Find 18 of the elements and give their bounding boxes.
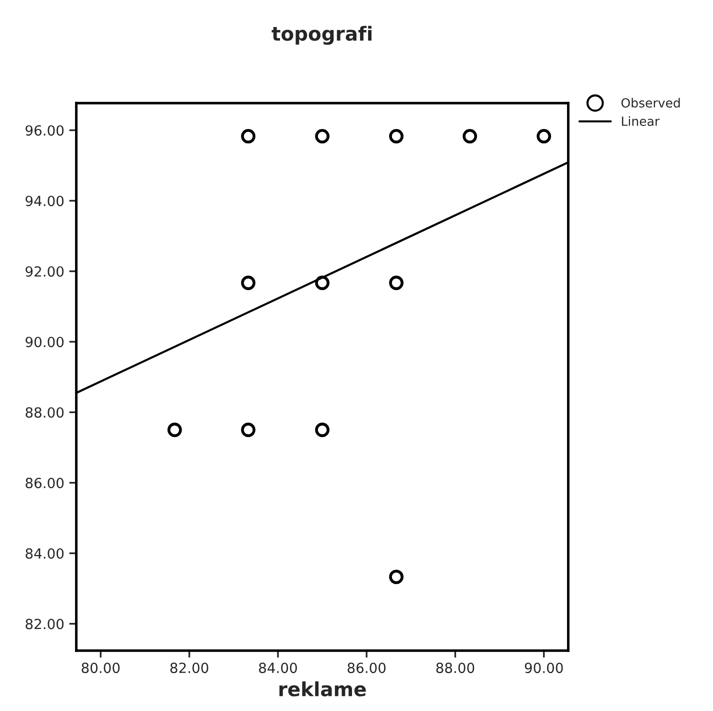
y-tick-label: 84.00	[26, 548, 64, 559]
x-tick-label: 88.00	[436, 662, 474, 674]
y-tick-label: 90.00	[26, 336, 64, 348]
y-tick-label: 86.00	[26, 478, 64, 488]
y-tick-label: 92.00	[26, 266, 64, 277]
legend-label: Linear	[622, 116, 660, 126]
y-tick-label: 82.00	[26, 618, 64, 630]
x-tick-label: 90.00	[524, 662, 563, 674]
x-tick-label: 84.00	[259, 662, 297, 674]
y-tick-label: 88.00	[26, 407, 64, 418]
x-axis-title: reklame	[279, 681, 366, 696]
x-tick-label: 86.00	[348, 662, 386, 674]
chart-title: topografi	[272, 26, 372, 45]
x-tick-label: 80.00	[82, 662, 120, 674]
legend-label: Observed	[621, 98, 680, 108]
y-tick-label: 94.00	[26, 196, 64, 206]
y-tick-label: 96.00	[26, 125, 64, 136]
x-tick-label: 82.00	[170, 662, 208, 674]
